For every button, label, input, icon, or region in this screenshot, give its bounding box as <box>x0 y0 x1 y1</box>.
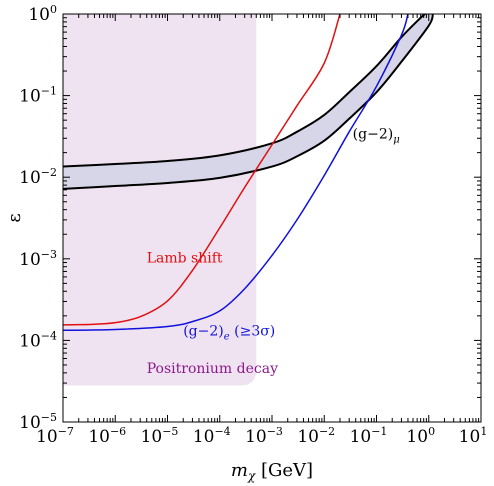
y-tick-label: 10−3 <box>19 248 57 270</box>
y-tick-label: 10−2 <box>19 166 57 188</box>
x-tick-label: 10−1 <box>350 425 388 447</box>
g-2-band-fill <box>63 14 433 189</box>
positronium-decay-annotation: Positronium decay <box>147 361 278 377</box>
x-tick-label: 10−6 <box>88 425 126 447</box>
x-tick-label: 10−5 <box>141 425 179 447</box>
x-axis-label: mχ [GeV] <box>231 460 313 483</box>
labels: 10−7 10−6 10−5 10−4 10−3 10−2 10−1 100 101 10−5 10… <box>4 3 487 483</box>
g-2-e-annotation: (g−2)e (≥3σ) <box>183 323 275 342</box>
plot-area <box>63 14 434 386</box>
g-2-lower-line <box>63 14 434 190</box>
y-axis-label: ε <box>4 213 25 222</box>
x-tick-label: 100 <box>406 425 435 447</box>
y-tick-label: 10−5 <box>19 411 57 433</box>
x-tick-label: 10−4 <box>193 425 231 447</box>
axes <box>62 13 482 423</box>
x-tick-label: 101 <box>459 425 488 447</box>
x-tick-label: 10−3 <box>245 425 283 447</box>
positronium-decay-region <box>63 14 257 386</box>
x-tick-label: 10−2 <box>297 425 335 447</box>
g-2-upper-line <box>63 14 426 168</box>
lamb-shift-line <box>63 14 341 326</box>
g-2-annotation: (g−2)μ <box>353 126 400 145</box>
y-tick-label: 10−4 <box>19 329 57 351</box>
lamb-shift-annotation: Lamb shift <box>147 251 223 267</box>
g-2-e-3-line <box>63 14 409 332</box>
y-tick-label: 100 <box>28 3 57 25</box>
y-tick-label: 10−1 <box>19 85 57 107</box>
x-tick-label: 10−7 <box>36 425 74 447</box>
